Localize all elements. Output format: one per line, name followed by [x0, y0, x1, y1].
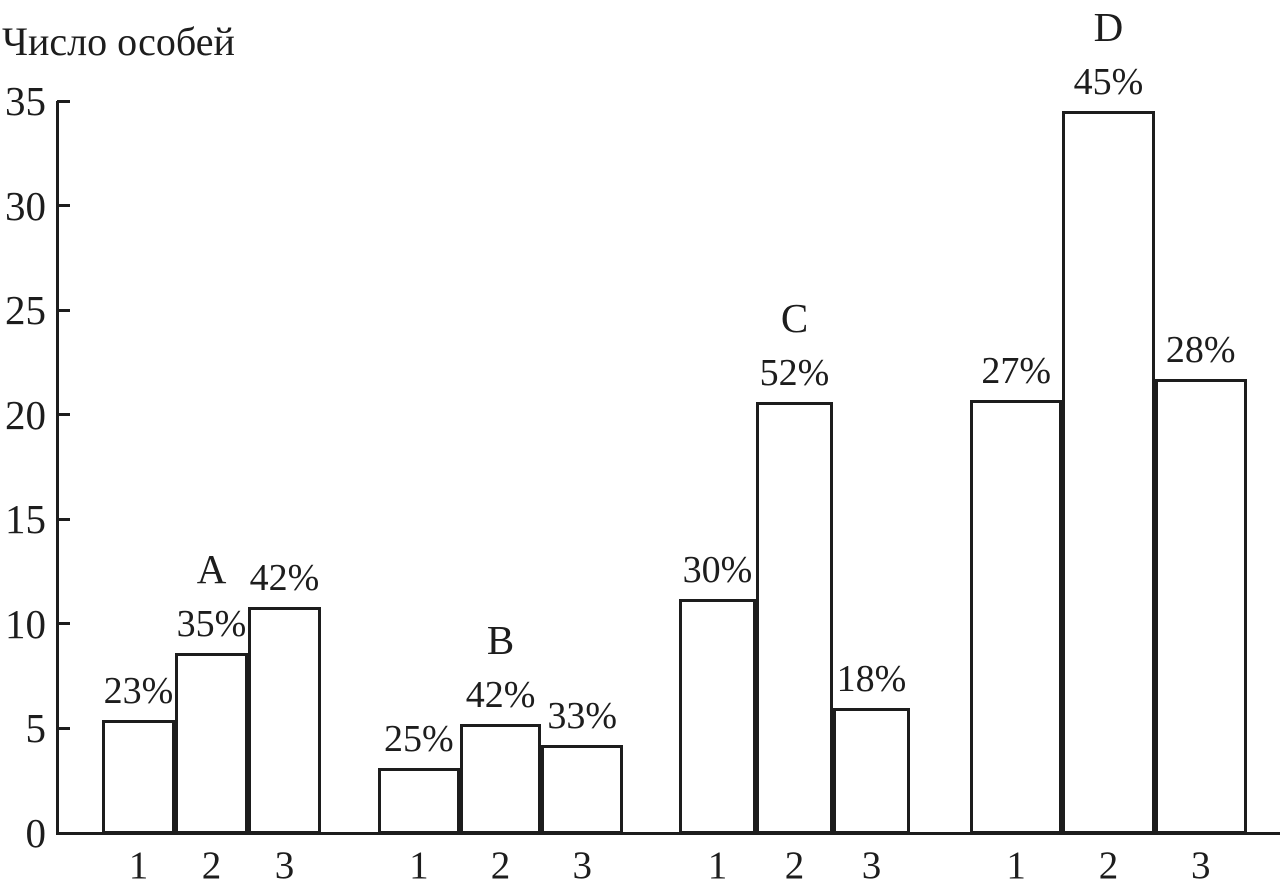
group-label: C: [780, 295, 809, 342]
bar-percent-label: 45%: [1073, 61, 1144, 104]
bar-category-label: 3: [861, 844, 882, 887]
bar-percent-label: 28%: [1165, 329, 1236, 372]
bar-percent-label: 23%: [103, 670, 174, 713]
bar-percent-label: 30%: [682, 548, 753, 591]
y-tick-label: 0: [25, 810, 47, 856]
bar-category-label: 3: [572, 844, 593, 887]
y-tick: [57, 204, 70, 208]
bar-percent-label: 35%: [176, 603, 247, 646]
y-tick-label: 5: [25, 705, 47, 752]
group-label: B: [486, 617, 515, 664]
bar: [970, 400, 1063, 835]
x-axis-line: [55, 831, 1280, 835]
y-tick: [57, 517, 70, 521]
bar-percent-label: 42%: [249, 557, 320, 600]
bar-category-label: 1: [707, 844, 728, 887]
y-tick-label: 10: [5, 600, 46, 647]
bar-category-label: 3: [274, 844, 295, 887]
y-axis-line: [55, 101, 59, 835]
bar-percent-label: 25%: [384, 718, 454, 761]
bar: [248, 607, 321, 835]
y-tick-label: 30: [5, 182, 46, 229]
y-tick: [57, 308, 70, 312]
y-tick-label: 15: [5, 496, 46, 543]
bar: [378, 768, 460, 835]
bar: [756, 402, 833, 835]
bar: [1154, 379, 1247, 835]
y-tick-label: 20: [5, 391, 46, 438]
bar-percent-label: 18%: [836, 657, 907, 700]
bar-category-label: 1: [128, 844, 149, 887]
bar-category-label: 2: [784, 844, 805, 887]
group-label: D: [1093, 4, 1124, 51]
bar: [175, 653, 248, 835]
bar: [833, 707, 910, 835]
bar-percent-label: 42%: [465, 674, 536, 717]
bar-category-label: 3: [1191, 844, 1211, 887]
y-tick: [57, 831, 70, 835]
y-tick-label: 35: [5, 78, 46, 124]
y-tick: [57, 413, 70, 417]
bar-percent-label: 27%: [981, 350, 1051, 393]
bar: [102, 720, 175, 835]
bar-category-label: 1: [409, 844, 429, 887]
y-tick: [57, 622, 70, 626]
bar-percent-label: 33%: [547, 695, 618, 738]
bar-category-label: 2: [201, 844, 222, 887]
y-axis-title: Число особей: [2, 19, 235, 64]
bar-category-label: 2: [1098, 844, 1119, 887]
y-tick-label: 25: [5, 287, 46, 334]
bar: [679, 598, 756, 835]
bar: [541, 745, 624, 835]
bar: [459, 724, 542, 835]
bar-category-label: 1: [1006, 844, 1026, 887]
y-tick: [57, 726, 70, 730]
bar-category-label: 2: [490, 844, 511, 887]
bar-percent-label: 52%: [759, 352, 830, 395]
y-tick: [57, 99, 70, 103]
bar: [1062, 111, 1155, 835]
group-label: A: [196, 546, 227, 593]
